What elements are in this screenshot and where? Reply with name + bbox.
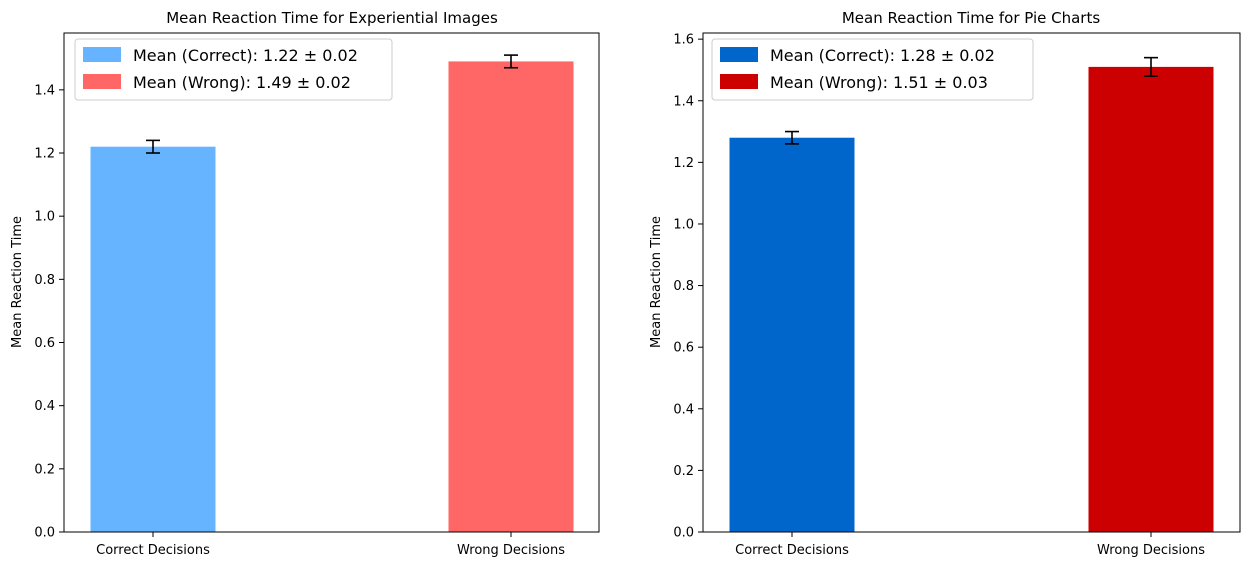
legend-label-correct: Mean (Correct): 1.28 ± 0.02 (770, 46, 995, 65)
y-tick-label: 1.4 (673, 94, 694, 109)
error-bars (146, 54, 518, 154)
legend: Mean (Correct): 1.22 ± 0.02 Mean (Wrong)… (74, 38, 393, 101)
chart-panel-experiential-images: Mean Reaction Time for Experiential Imag… (10, 9, 600, 558)
legend-swatch-correct (720, 47, 758, 62)
legend: Mean (Correct): 1.28 ± 0.02 Mean (Wrong)… (711, 38, 1034, 101)
y-tick-label: 1.0 (673, 217, 694, 232)
legend-swatch-wrong (720, 74, 758, 89)
plot-area (63, 32, 600, 533)
x-axis-ticks: Correct Decisions Wrong Decisions (96, 532, 565, 558)
x-tick-label: Correct Decisions (96, 543, 210, 558)
y-tick-label: 1.2 (673, 156, 694, 171)
x-tick-label: Wrong Decisions (1097, 543, 1205, 558)
chart-title: Mean Reaction Time for Experiential Imag… (166, 9, 498, 27)
x-tick-label: Correct Decisions (735, 543, 849, 558)
x-tick-label: Wrong Decisions (457, 543, 565, 558)
legend-swatch-wrong (83, 74, 121, 89)
y-tick-label: 0.4 (673, 402, 694, 417)
legend-label-wrong: Mean (Wrong): 1.51 ± 0.03 (770, 73, 988, 92)
y-axis-label: Mean Reaction Time (10, 216, 25, 348)
y-axis-label: Mean Reaction Time (649, 216, 664, 348)
y-tick-label: 1.2 (34, 147, 55, 162)
y-axis-ticks: 0.0 0.2 0.4 0.6 0.8 1.0 1.2 1.4 1.6 (673, 33, 703, 541)
y-tick-label: 1.4 (34, 83, 55, 98)
legend-label-wrong: Mean (Wrong): 1.49 ± 0.02 (133, 73, 351, 92)
legend-label-correct: Mean (Correct): 1.22 ± 0.02 (133, 46, 358, 65)
bar-wrong-decisions (448, 61, 574, 533)
error-bars (785, 56, 1158, 145)
y-tick-label: 1.6 (673, 33, 694, 48)
chart-panel-pie-charts: Mean Reaction Time for Pie Charts Mean R… (649, 9, 1241, 558)
y-tick-label: 0.4 (34, 399, 55, 414)
y-tick-label: 0.8 (34, 273, 55, 288)
y-tick-label: 0.0 (673, 526, 694, 541)
bar-wrong-decisions (1088, 66, 1214, 532)
legend-frame (711, 38, 1034, 101)
y-tick-label: 1.0 (34, 210, 55, 225)
y-tick-label: 0.8 (673, 279, 694, 294)
x-axis-ticks: Correct Decisions Wrong Decisions (735, 532, 1205, 558)
y-tick-label: 0.2 (34, 462, 55, 477)
plot-area (702, 32, 1241, 533)
y-axis-ticks: 0.0 0.2 0.4 0.6 0.8 1.0 1.2 1.4 (34, 83, 64, 541)
chart-title: Mean Reaction Time for Pie Charts (842, 9, 1101, 27)
bars (90, 61, 574, 533)
y-tick-label: 0.6 (673, 341, 694, 356)
y-tick-label: 0.0 (34, 526, 55, 541)
bar-correct-decisions (729, 137, 855, 532)
y-tick-label: 0.6 (34, 336, 55, 351)
bars (729, 66, 1214, 532)
y-tick-label: 0.2 (673, 464, 694, 479)
legend-swatch-correct (83, 47, 121, 62)
bar-correct-decisions (90, 146, 216, 532)
legend-frame (74, 38, 393, 101)
